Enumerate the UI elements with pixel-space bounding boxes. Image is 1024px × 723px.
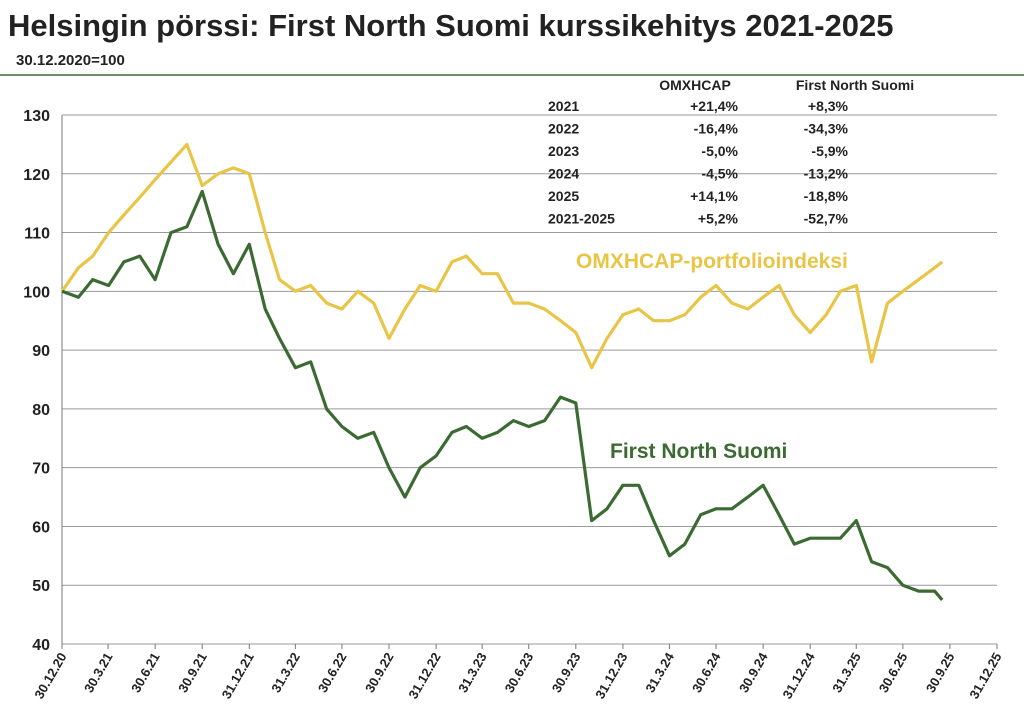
x-tick-label: 31.3.24 bbox=[642, 649, 677, 695]
series-line bbox=[61, 189, 944, 601]
table-cell: 2021-2025 bbox=[548, 211, 615, 227]
chart-subtitle: 30.12.2020=100 bbox=[16, 52, 125, 69]
x-tick-label: 30.6.21 bbox=[128, 650, 163, 695]
table-cell: -16,4% bbox=[694, 121, 739, 137]
x-tick-label: 30.9.22 bbox=[362, 650, 397, 695]
table-cell: 2025 bbox=[548, 188, 579, 204]
y-tick-label: 110 bbox=[24, 226, 50, 243]
x-tick-label: 31.3.23 bbox=[455, 650, 490, 695]
table-cell: -5,0% bbox=[701, 143, 738, 159]
x-tick-label: 31.3.22 bbox=[268, 650, 303, 695]
series-label: OMXHCAP-portfolioindeksi bbox=[576, 250, 848, 273]
y-tick-label: 50 bbox=[32, 578, 50, 595]
x-tick-label: 30.9.21 bbox=[175, 650, 210, 695]
x-tick-label: 30.6.22 bbox=[315, 650, 350, 695]
table-cell: +5,2% bbox=[698, 211, 739, 227]
chart-title: Helsingin pörssi: First North Suomi kurs… bbox=[8, 8, 894, 43]
table-cell: +21,4% bbox=[690, 98, 738, 114]
x-tick-label: 31.12.21 bbox=[219, 650, 257, 701]
y-tick-label: 90 bbox=[32, 343, 50, 360]
x-tick-label: 31.12.24 bbox=[780, 649, 819, 701]
y-tick-label: 70 bbox=[32, 461, 50, 478]
x-tick-label: 30.6.24 bbox=[689, 649, 724, 695]
x-tick-label: 31.3.25 bbox=[829, 650, 864, 695]
table-cell: +14,1% bbox=[690, 188, 738, 204]
table-cell: -52,7% bbox=[804, 211, 849, 227]
x-tick-label: 30.9.25 bbox=[923, 650, 958, 695]
table-header: OMXHCAP bbox=[659, 77, 731, 93]
table-cell: -34,3% bbox=[804, 121, 849, 137]
series-line bbox=[60, 142, 944, 370]
table-cell: -5,9% bbox=[811, 143, 848, 159]
x-tick-label: 30.6.25 bbox=[876, 650, 911, 695]
x-tick-label: 30.6.23 bbox=[502, 650, 537, 695]
y-tick-label: 130 bbox=[23, 108, 50, 125]
y-tick-label: 100 bbox=[23, 284, 50, 301]
x-tick-label: 31.12.22 bbox=[405, 650, 443, 701]
x-tick-label: 30.12.20 bbox=[31, 650, 69, 701]
x-tick-label: 30.9.23 bbox=[549, 650, 584, 695]
y-tick-label: 60 bbox=[32, 519, 50, 536]
table-cell: 2024 bbox=[548, 166, 579, 182]
table-cell: -13,2% bbox=[804, 166, 849, 182]
y-tick-label: 120 bbox=[23, 167, 50, 184]
x-tick-label: 30.9.24 bbox=[736, 649, 771, 695]
table-cell: -18,8% bbox=[804, 188, 849, 204]
table-cell: 2021 bbox=[548, 98, 579, 114]
table-cell: 2023 bbox=[548, 143, 579, 159]
y-tick-label: 40 bbox=[32, 637, 50, 654]
x-tick-label: 31.12.23 bbox=[592, 650, 630, 701]
table-cell: 2022 bbox=[548, 121, 579, 137]
table-header: First North Suomi bbox=[796, 77, 914, 93]
table-cell: -4,5% bbox=[701, 166, 738, 182]
series-label: First North Suomi bbox=[610, 440, 787, 463]
x-tick-label: 31.12.25 bbox=[966, 650, 1004, 701]
table-cell: +8,3% bbox=[808, 98, 849, 114]
y-tick-label: 80 bbox=[32, 402, 50, 419]
x-tick-label: 30.3.21 bbox=[81, 650, 116, 695]
